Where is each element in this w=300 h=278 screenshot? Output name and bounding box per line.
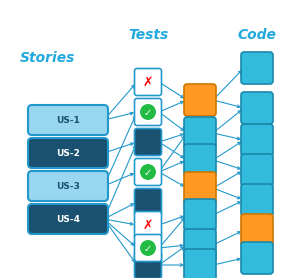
Circle shape bbox=[141, 241, 155, 255]
FancyBboxPatch shape bbox=[184, 84, 216, 116]
Text: Stories: Stories bbox=[19, 51, 75, 65]
FancyBboxPatch shape bbox=[28, 171, 108, 201]
FancyBboxPatch shape bbox=[134, 158, 161, 185]
FancyBboxPatch shape bbox=[134, 212, 161, 239]
FancyBboxPatch shape bbox=[241, 124, 273, 156]
FancyBboxPatch shape bbox=[134, 98, 161, 125]
FancyBboxPatch shape bbox=[184, 117, 216, 149]
Text: Code: Code bbox=[238, 28, 276, 42]
Circle shape bbox=[141, 105, 155, 119]
FancyBboxPatch shape bbox=[28, 105, 108, 135]
FancyBboxPatch shape bbox=[184, 144, 216, 176]
FancyBboxPatch shape bbox=[134, 128, 161, 155]
FancyBboxPatch shape bbox=[134, 235, 161, 262]
FancyBboxPatch shape bbox=[28, 138, 108, 168]
Circle shape bbox=[141, 165, 155, 179]
FancyBboxPatch shape bbox=[241, 184, 273, 216]
FancyBboxPatch shape bbox=[241, 154, 273, 186]
FancyBboxPatch shape bbox=[184, 172, 216, 204]
Text: US-2: US-2 bbox=[56, 148, 80, 158]
FancyBboxPatch shape bbox=[28, 204, 108, 234]
Text: ✗: ✗ bbox=[143, 219, 153, 232]
Text: US-3: US-3 bbox=[56, 182, 80, 190]
FancyBboxPatch shape bbox=[134, 252, 161, 278]
Text: US-1: US-1 bbox=[56, 115, 80, 125]
FancyBboxPatch shape bbox=[241, 52, 273, 84]
FancyBboxPatch shape bbox=[184, 249, 216, 278]
Text: ✓: ✓ bbox=[144, 108, 152, 118]
Text: ✗: ✗ bbox=[143, 76, 153, 89]
FancyBboxPatch shape bbox=[184, 199, 216, 231]
FancyBboxPatch shape bbox=[134, 68, 161, 96]
Text: Tests: Tests bbox=[128, 28, 168, 42]
FancyBboxPatch shape bbox=[134, 188, 161, 215]
FancyBboxPatch shape bbox=[241, 214, 273, 246]
Text: ✓: ✓ bbox=[144, 168, 152, 177]
FancyBboxPatch shape bbox=[241, 242, 273, 274]
FancyBboxPatch shape bbox=[184, 229, 216, 261]
Text: US-4: US-4 bbox=[56, 215, 80, 224]
Text: ✓: ✓ bbox=[144, 244, 152, 254]
FancyBboxPatch shape bbox=[241, 92, 273, 124]
